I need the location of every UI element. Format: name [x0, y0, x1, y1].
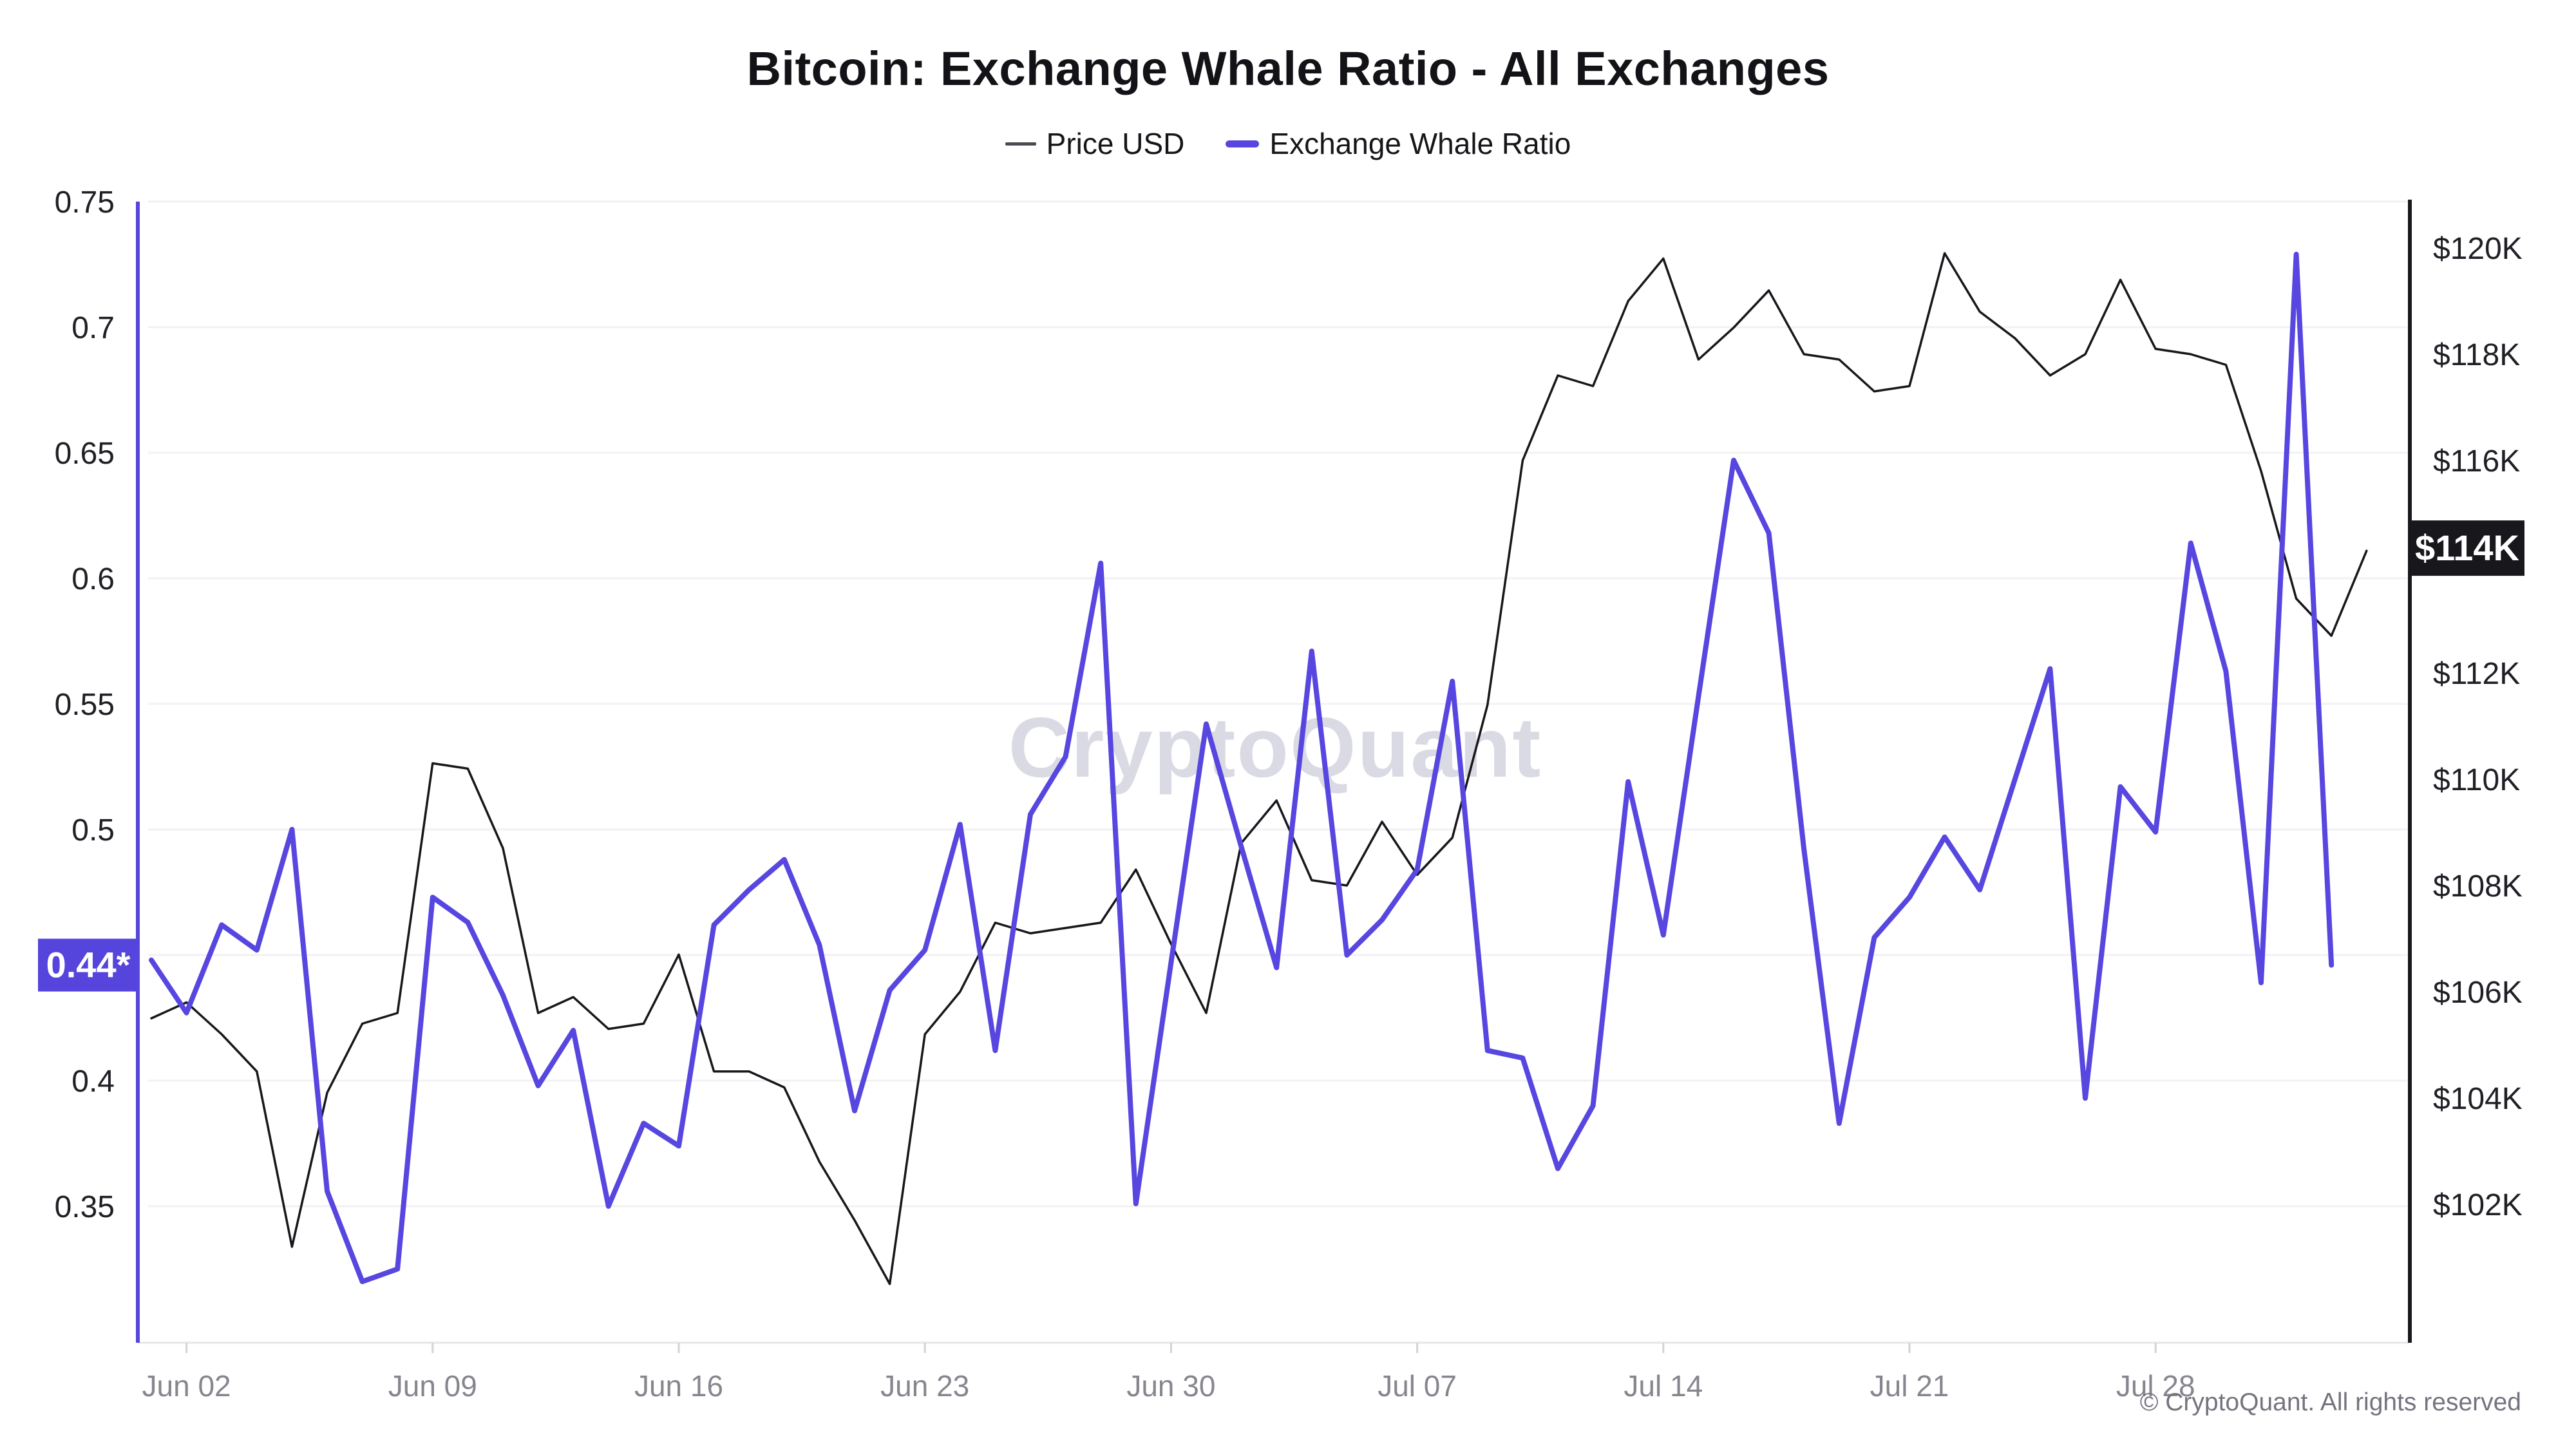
left-axis-tick-label: 0.6: [71, 562, 115, 596]
right-axis-tick-label: $106K: [2433, 976, 2523, 1010]
x-tick-label: Jun 23: [880, 1369, 969, 1403]
legend-item-price: Price USD: [1005, 126, 1185, 161]
right-axis-tick-label: $116K: [2433, 444, 2520, 478]
left-axis-tick-label: 0.75: [55, 185, 115, 220]
whale-ratio-current-badge: [38, 938, 138, 992]
price-current-badge-label: $114K: [2415, 527, 2519, 568]
right-axis-tick-label: $110K: [2433, 763, 2520, 797]
right-axis-tick-label: $112K: [2433, 657, 2520, 691]
watermark-cryptoquant: CryptoQuant: [1009, 700, 1542, 795]
right-axis-tick-label: $118K: [2433, 338, 2520, 372]
right-axis-tick-label: $120K: [2433, 232, 2523, 266]
right-axis-tick-label: $108K: [2433, 869, 2523, 904]
chart-title: Bitcoin: Exchange Whale Ratio - All Exch…: [746, 42, 1830, 95]
left-axis-spine: [136, 202, 140, 1343]
price-current-badge: [2410, 520, 2524, 576]
left-axis-tick-label: 0.4: [71, 1065, 115, 1099]
left-axis-tick-label: 0.55: [55, 688, 115, 722]
x-tick-label: Jun 02: [142, 1369, 231, 1403]
right-axis-tick-label: $104K: [2433, 1082, 2523, 1116]
legend-label-price: Price USD: [1046, 127, 1185, 160]
x-tick-label: Jul 28: [2116, 1369, 2195, 1403]
copyright-footer: © CryptoQuant. All rights reserved: [2139, 1388, 2521, 1416]
right-axis-tick-label: $102K: [2433, 1188, 2523, 1222]
x-tick-label: Jul 14: [1624, 1369, 1703, 1403]
exchange-whale-ratio-line: [149, 251, 2334, 1284]
right-axis-spine: [2408, 200, 2412, 1343]
chart-legend: Price USD Exchange Whale Ratio: [0, 126, 2576, 161]
price-usd-line: [150, 252, 2368, 1285]
x-tick-label: Jul 07: [1378, 1369, 1457, 1403]
x-tick-label: Jul 21: [1870, 1369, 1949, 1403]
left-axis-tick-label: 0.65: [55, 437, 115, 471]
left-axis-tick-label: 0.7: [71, 311, 115, 345]
x-tick-label: Jun 16: [634, 1369, 723, 1403]
price-line-swatch-icon: [1005, 142, 1036, 146]
x-tick-label: Jun 30: [1126, 1369, 1215, 1403]
legend-label-whale-ratio: Exchange Whale Ratio: [1269, 127, 1571, 160]
left-axis-tick-label: 0.35: [55, 1190, 115, 1224]
legend-item-whale-ratio: Exchange Whale Ratio: [1226, 126, 1571, 161]
left-axis-tick-label: 0.5: [71, 813, 115, 848]
whale-ratio-current-badge-label: 0.44*: [46, 945, 131, 985]
whale-ratio-line-swatch-icon: [1226, 140, 1260, 147]
x-tick-label: Jun 09: [388, 1369, 477, 1403]
